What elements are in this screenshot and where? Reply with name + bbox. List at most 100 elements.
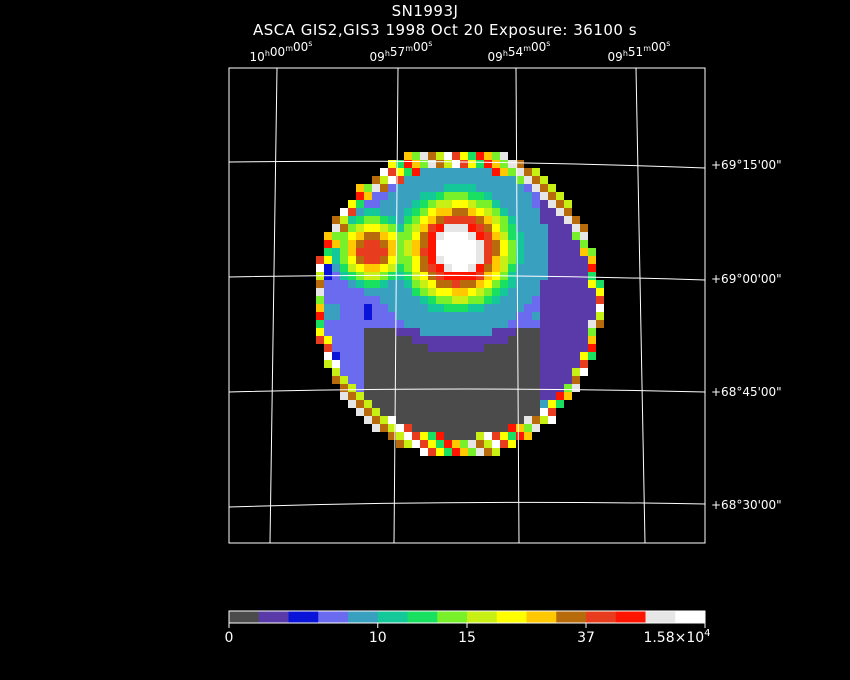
heat-pixel xyxy=(492,200,500,208)
heat-pixel xyxy=(404,304,412,312)
heat-pixel xyxy=(380,408,388,416)
heat-pixel xyxy=(404,376,412,384)
heat-pixel xyxy=(484,176,492,184)
heat-pixel xyxy=(460,280,468,288)
heat-pixel xyxy=(548,248,556,256)
heat-pixel xyxy=(524,392,532,400)
heat-pixel xyxy=(420,280,428,288)
heat-pixel xyxy=(388,432,396,440)
heat-pixel xyxy=(380,248,388,256)
heat-pixel xyxy=(484,208,492,216)
heat-pixel xyxy=(484,416,492,424)
heat-pixel xyxy=(492,184,500,192)
heat-pixel xyxy=(508,432,516,440)
heat-pixel xyxy=(588,272,596,280)
heat-pixel xyxy=(516,336,524,344)
heat-pixel xyxy=(516,296,524,304)
dec-tick-label: +69°00'00" xyxy=(711,272,782,286)
heat-pixel xyxy=(388,312,396,320)
heat-pixel xyxy=(404,224,412,232)
heat-pixel xyxy=(388,424,396,432)
heat-pixel xyxy=(436,240,444,248)
heat-pixel xyxy=(460,208,468,216)
heat-pixel xyxy=(476,312,484,320)
heat-pixel xyxy=(588,288,596,296)
heat-pixel xyxy=(484,352,492,360)
heat-pixel xyxy=(420,312,428,320)
heat-pixel xyxy=(412,240,420,248)
heat-pixel xyxy=(524,400,532,408)
heat-pixel xyxy=(468,408,476,416)
heat-pixel xyxy=(388,296,396,304)
heat-pixel xyxy=(340,312,348,320)
heat-pixel xyxy=(412,368,420,376)
heat-pixel xyxy=(548,376,556,384)
heat-pixel xyxy=(348,208,356,216)
heat-pixel xyxy=(580,296,588,304)
heat-pixel xyxy=(380,296,388,304)
heat-pixel xyxy=(556,336,564,344)
heat-pixel xyxy=(428,240,436,248)
heat-pixel xyxy=(444,432,452,440)
heat-pixel xyxy=(332,296,340,304)
heat-pixel xyxy=(404,440,412,448)
heat-pixel xyxy=(508,176,516,184)
heat-pixel xyxy=(412,328,420,336)
heat-pixel xyxy=(348,296,356,304)
heat-pixel xyxy=(372,424,380,432)
heat-pixel xyxy=(356,376,364,384)
heat-pixel xyxy=(372,392,380,400)
heat-pixel xyxy=(332,248,340,256)
heat-pixel xyxy=(532,336,540,344)
heat-pixel xyxy=(452,400,460,408)
heat-pixel xyxy=(524,240,532,248)
heat-pixel xyxy=(500,256,508,264)
heat-pixel xyxy=(572,352,580,360)
heat-pixel xyxy=(500,328,508,336)
heat-pixel xyxy=(372,176,380,184)
heat-pixel xyxy=(596,312,604,320)
heat-pixel xyxy=(516,160,524,168)
heat-pixel xyxy=(396,216,404,224)
dec-grid-line xyxy=(228,160,706,169)
heat-pixel xyxy=(404,344,412,352)
heat-pixel xyxy=(348,200,356,208)
heat-pixel xyxy=(428,408,436,416)
heat-pixel xyxy=(420,400,428,408)
heat-pixel xyxy=(348,376,356,384)
heat-pixel xyxy=(460,360,468,368)
heat-pixel xyxy=(508,384,516,392)
heat-pixel xyxy=(452,240,460,248)
heat-pixel xyxy=(500,408,508,416)
heat-pixel xyxy=(428,168,436,176)
heat-pixel xyxy=(460,272,468,280)
heat-pixel xyxy=(428,208,436,216)
heat-pixel xyxy=(540,384,548,392)
heat-pixel xyxy=(500,320,508,328)
heat-pixel xyxy=(348,312,356,320)
heat-pixel xyxy=(356,352,364,360)
ra-tick-label: 09h51m00s xyxy=(608,39,671,64)
heat-pixel xyxy=(396,200,404,208)
heat-pixel xyxy=(420,320,428,328)
heat-pixel xyxy=(532,296,540,304)
heat-pixel xyxy=(524,256,532,264)
heat-pixel xyxy=(476,296,484,304)
heat-pixel xyxy=(524,312,532,320)
heat-pixel xyxy=(444,392,452,400)
heat-pixel xyxy=(436,184,444,192)
heat-pixel xyxy=(316,328,324,336)
heat-pixel xyxy=(388,328,396,336)
heat-pixel xyxy=(540,288,548,296)
heat-pixel xyxy=(492,256,500,264)
heat-pixel xyxy=(316,320,324,328)
heat-pixel xyxy=(420,272,428,280)
heat-pixel xyxy=(396,392,404,400)
heat-pixel xyxy=(484,168,492,176)
heat-pixel xyxy=(340,256,348,264)
heat-pixel xyxy=(516,424,524,432)
heat-pixel xyxy=(476,448,484,456)
heat-pixel xyxy=(532,232,540,240)
heat-pixel xyxy=(468,248,476,256)
